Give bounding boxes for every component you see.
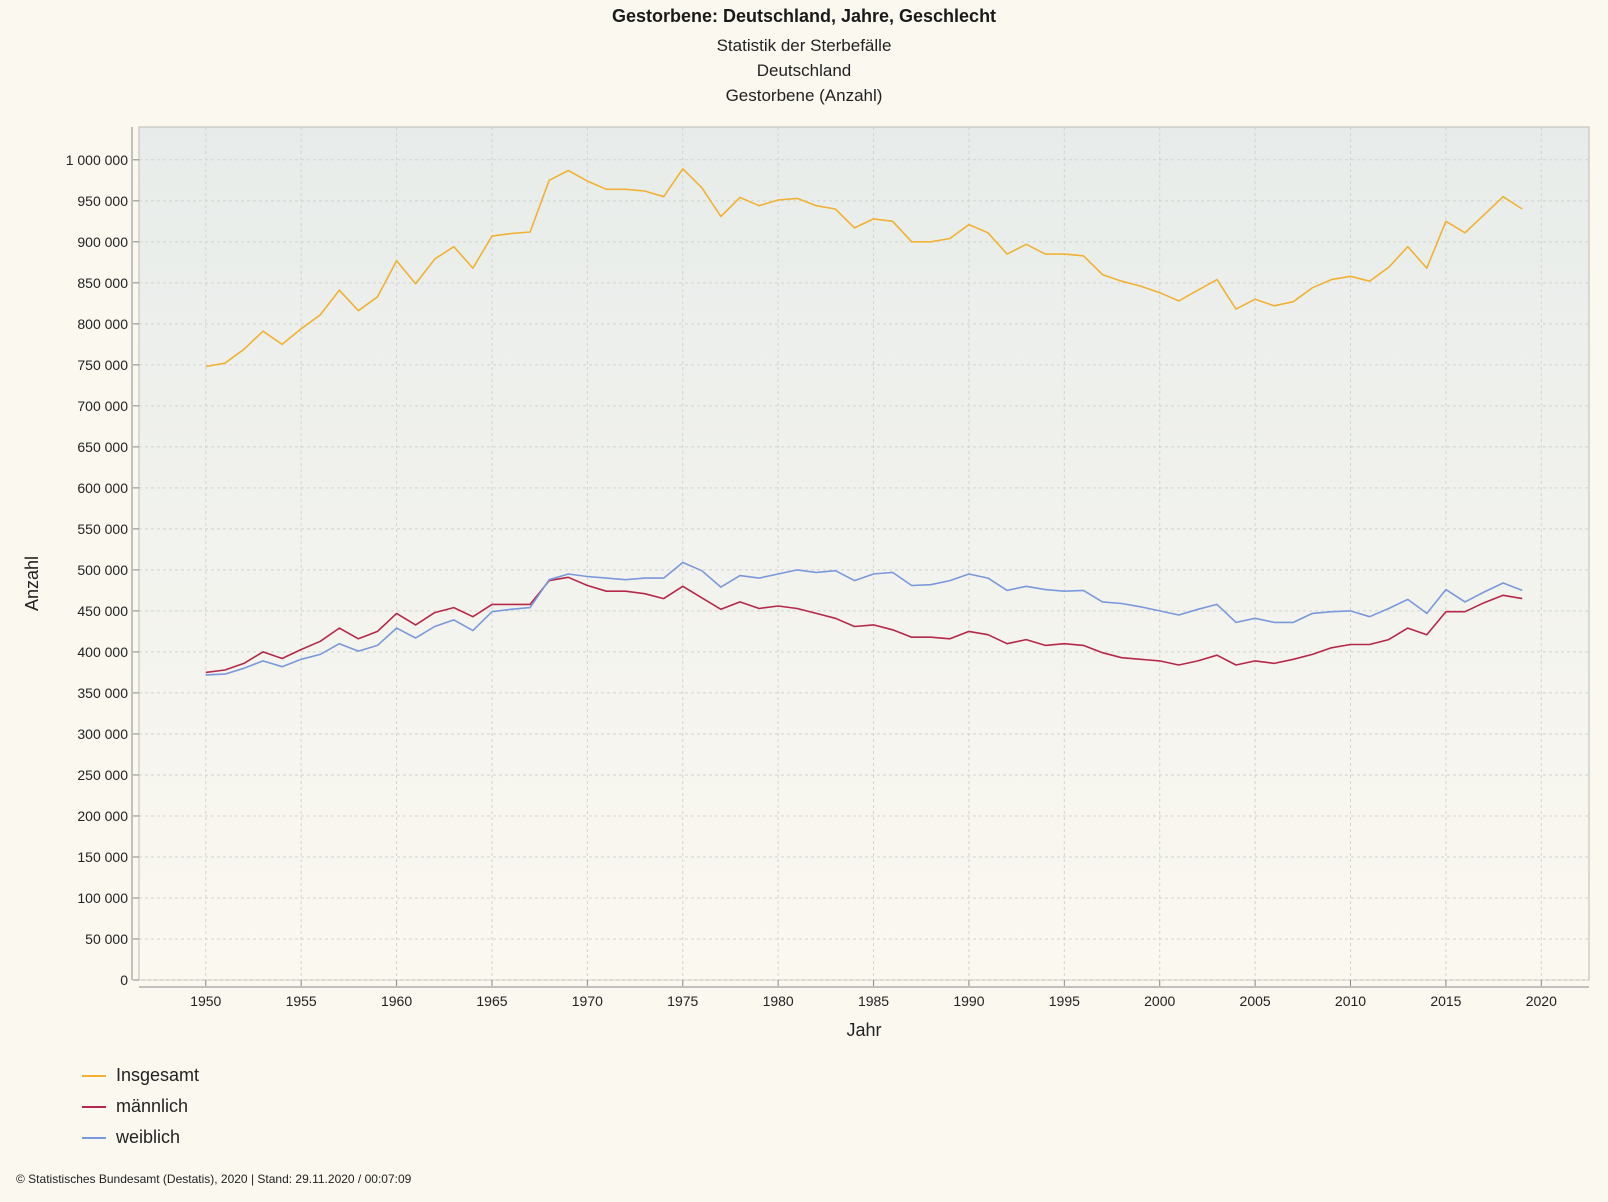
x-tick-label: 1985 (858, 993, 889, 1009)
y-tick-label: 0 (120, 972, 128, 988)
y-tick-label: 550 000 (77, 521, 128, 537)
chart-legend: Insgesamt männlich weiblich (82, 1060, 199, 1153)
plot-background (138, 126, 1590, 981)
y-tick-label: 650 000 (77, 439, 128, 455)
y-tick-label: 600 000 (77, 480, 128, 496)
y-tick-label: 100 000 (77, 890, 128, 906)
legend-swatch-insgesamt (82, 1074, 106, 1077)
y-axis-label: Anzahl (22, 556, 42, 611)
legend-swatch-weiblich (82, 1136, 106, 1139)
y-tick-label: 950 000 (77, 193, 128, 209)
y-tick-label: 700 000 (77, 398, 128, 414)
x-tick-label: 1995 (1049, 993, 1080, 1009)
chart-title: Gestorbene: Deutschland, Jahre, Geschlec… (611, 6, 997, 26)
x-tick-label: 1975 (667, 993, 698, 1009)
x-tick-label: 1970 (572, 993, 603, 1009)
series-line-insgesamt (205, 168, 1523, 368)
series-line-maennlich (205, 576, 1523, 674)
legend-item-maennlich[interactable]: männlich (82, 1091, 199, 1122)
y-tick-label: 200 000 (77, 808, 128, 824)
x-tick-label: 2015 (1430, 993, 1461, 1009)
x-tick-label: 1990 (953, 993, 984, 1009)
legend-swatch-maennlich (82, 1105, 106, 1108)
chart-subtitle-3: Gestorbene (Anzahl) (725, 86, 883, 105)
y-tick-label: 1 000 000 (66, 152, 128, 168)
legend-label-weiblich: weiblich (116, 1127, 181, 1147)
y-tick-label: 400 000 (77, 644, 128, 660)
series-line-weiblich (205, 561, 1523, 676)
x-tick-label: 1965 (476, 993, 507, 1009)
x-axis-label: Jahr (846, 1020, 881, 1040)
chart-subtitle-2: Deutschland (756, 61, 852, 80)
x-tick-label: 2000 (1144, 993, 1175, 1009)
x-tick-label: 2005 (1240, 993, 1271, 1009)
legend-item-weiblich[interactable]: weiblich (82, 1122, 199, 1153)
legend-label-maennlich: männlich (116, 1096, 189, 1116)
y-tick-label: 350 000 (77, 685, 128, 701)
y-tick-label: 900 000 (77, 234, 128, 250)
y-tick-label: 450 000 (77, 603, 128, 619)
y-tick-label: 250 000 (77, 767, 128, 783)
source-footer: © Statistisches Bundesamt (Destatis), 20… (16, 1172, 412, 1186)
chart-subtitle-1: Statistik der Sterbefälle (716, 36, 892, 55)
x-tick-label: 2010 (1335, 993, 1366, 1009)
x-tick-label: 1955 (286, 993, 317, 1009)
y-tick-label: 500 000 (77, 562, 128, 578)
y-tick-label: 300 000 (77, 726, 128, 742)
y-tick-label: 50 000 (85, 931, 128, 947)
y-tick-label: 850 000 (77, 275, 128, 291)
y-tick-label: 750 000 (77, 357, 128, 373)
x-tick-label: 1960 (381, 993, 412, 1009)
legend-label-insgesamt: Insgesamt (116, 1065, 200, 1085)
legend-item-insgesamt[interactable]: Insgesamt (82, 1060, 199, 1091)
x-tick-label: 1980 (763, 993, 794, 1009)
x-tick-label: 2020 (1526, 993, 1557, 1009)
x-tick-label: 1950 (190, 993, 221, 1009)
y-tick-label: 800 000 (77, 316, 128, 332)
y-tick-label: 150 000 (77, 849, 128, 865)
